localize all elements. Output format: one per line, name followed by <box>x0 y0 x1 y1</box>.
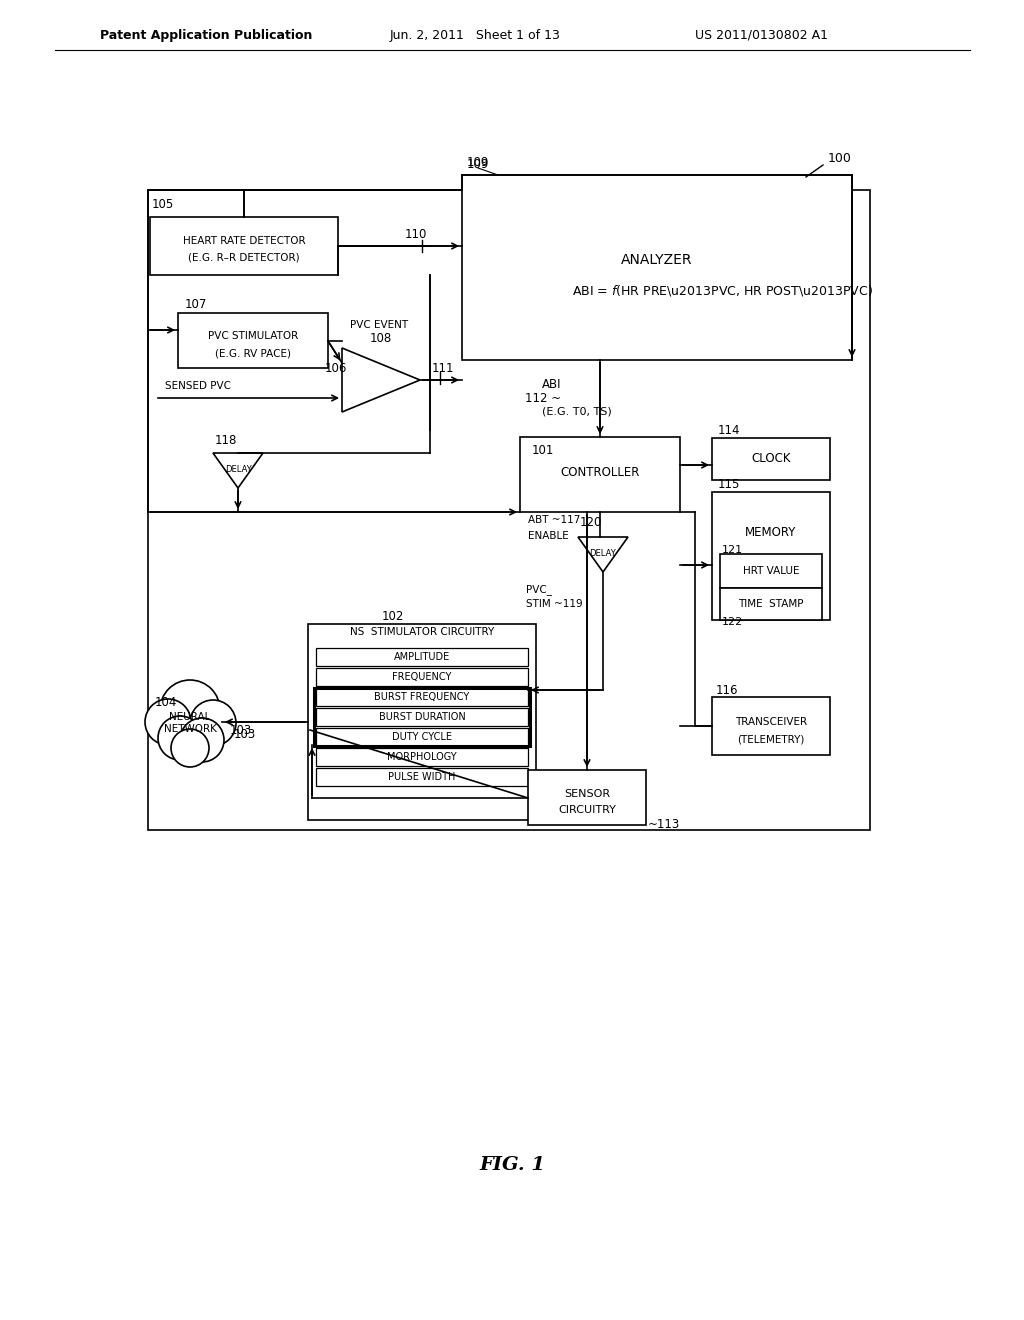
Text: SENSOR: SENSOR <box>564 789 610 799</box>
Circle shape <box>158 715 202 760</box>
Bar <box>178 313 328 368</box>
Text: 109: 109 <box>467 156 489 169</box>
Bar <box>720 587 822 620</box>
Polygon shape <box>213 453 263 488</box>
Text: ~113: ~113 <box>648 818 680 832</box>
Text: (E.G. T0, TS): (E.G. T0, TS) <box>542 407 611 416</box>
Bar <box>316 768 528 785</box>
Text: NEURAL
NETWORK: NEURAL NETWORK <box>164 713 216 734</box>
Bar <box>712 492 830 620</box>
Bar <box>528 770 646 825</box>
Text: 120: 120 <box>580 516 602 528</box>
Text: 106: 106 <box>325 362 347 375</box>
Text: ENABLE: ENABLE <box>528 531 568 541</box>
Text: (E.G. R–R DETECTOR): (E.G. R–R DETECTOR) <box>188 253 300 263</box>
Text: 101: 101 <box>532 444 554 457</box>
Circle shape <box>171 729 209 767</box>
Text: US 2011/0130802 A1: US 2011/0130802 A1 <box>695 29 828 41</box>
Text: MORPHOLOGY: MORPHOLOGY <box>387 752 457 762</box>
Text: DELAY: DELAY <box>590 549 616 557</box>
Bar <box>712 438 830 480</box>
Text: 110: 110 <box>406 227 427 240</box>
Bar <box>316 748 528 766</box>
Bar <box>720 554 822 587</box>
Circle shape <box>180 718 224 762</box>
Text: ABT ~117: ABT ~117 <box>528 515 581 525</box>
Text: 122: 122 <box>722 616 743 627</box>
Bar <box>712 697 830 755</box>
Text: ANALYZER: ANALYZER <box>622 253 693 267</box>
Text: CLOCK: CLOCK <box>752 453 791 466</box>
Bar <box>314 688 530 746</box>
Text: FIG. 1: FIG. 1 <box>479 1156 545 1173</box>
Text: BURST FREQUENCY: BURST FREQUENCY <box>375 692 470 702</box>
Text: AMPLITUDE: AMPLITUDE <box>394 652 451 663</box>
Text: DELAY: DELAY <box>224 466 251 474</box>
Text: DUTY CYCLE: DUTY CYCLE <box>392 733 452 742</box>
Text: NS  STIMULATOR CIRCUITRY: NS STIMULATOR CIRCUITRY <box>350 627 495 638</box>
Text: 105: 105 <box>152 198 174 211</box>
Bar <box>462 176 852 360</box>
Text: PVC_: PVC_ <box>526 585 552 595</box>
Text: ABI: ABI <box>542 379 561 392</box>
Text: (TELEMETRY): (TELEMETRY) <box>737 734 805 744</box>
Circle shape <box>160 680 220 741</box>
Text: (E.G. RV PACE): (E.G. RV PACE) <box>215 348 291 358</box>
Polygon shape <box>342 348 420 412</box>
Text: 118: 118 <box>215 433 238 446</box>
Text: TRANSCEIVER: TRANSCEIVER <box>735 717 807 727</box>
Bar <box>316 688 528 706</box>
Text: 102: 102 <box>382 610 404 623</box>
Bar <box>316 708 528 726</box>
Bar <box>316 648 528 667</box>
Bar <box>308 624 536 820</box>
Text: 114: 114 <box>718 424 740 437</box>
Text: 104: 104 <box>155 696 177 709</box>
Bar <box>520 437 680 512</box>
Text: Patent Application Publication: Patent Application Publication <box>100 29 312 41</box>
Text: FREQUENCY: FREQUENCY <box>392 672 452 682</box>
Text: Jun. 2, 2011   Sheet 1 of 13: Jun. 2, 2011 Sheet 1 of 13 <box>390 29 561 41</box>
Text: TIME  STAMP: TIME STAMP <box>738 599 804 609</box>
Text: SENSED PVC: SENSED PVC <box>165 381 231 391</box>
Text: MEMORY: MEMORY <box>745 525 797 539</box>
Text: STIM ~119: STIM ~119 <box>526 599 583 609</box>
Bar <box>148 190 870 830</box>
Text: 121: 121 <box>722 545 743 554</box>
Text: PVC STIMULATOR: PVC STIMULATOR <box>208 331 298 341</box>
Text: BURST DURATION: BURST DURATION <box>379 711 465 722</box>
Text: PULSE WIDTH: PULSE WIDTH <box>388 772 456 781</box>
Text: 109: 109 <box>467 158 489 172</box>
Circle shape <box>145 700 191 744</box>
Text: 112 ~: 112 ~ <box>525 392 561 404</box>
Text: 115: 115 <box>718 479 740 491</box>
Text: CONTROLLER: CONTROLLER <box>560 466 640 479</box>
Text: 107: 107 <box>185 298 208 312</box>
Text: 103: 103 <box>230 723 252 737</box>
Polygon shape <box>578 537 628 572</box>
Text: 108: 108 <box>370 331 392 345</box>
Text: ABI = $\it{f}$(HR PRE\u2013PVC, HR POST\u2013PVC): ABI = $\it{f}$(HR PRE\u2013PVC, HR POST\… <box>572 282 873 297</box>
Text: HRT VALUE: HRT VALUE <box>742 566 800 576</box>
Text: HEART RATE DETECTOR: HEART RATE DETECTOR <box>182 236 305 246</box>
Text: 116: 116 <box>716 684 738 697</box>
Text: 111: 111 <box>432 362 455 375</box>
Text: 100: 100 <box>828 152 852 165</box>
Text: PVC EVENT: PVC EVENT <box>350 319 409 330</box>
Text: 103: 103 <box>234 729 256 742</box>
Bar <box>316 668 528 686</box>
Bar <box>150 216 338 275</box>
Bar <box>316 729 528 746</box>
Circle shape <box>190 700 236 746</box>
Text: CIRCUITRY: CIRCUITRY <box>558 805 616 814</box>
